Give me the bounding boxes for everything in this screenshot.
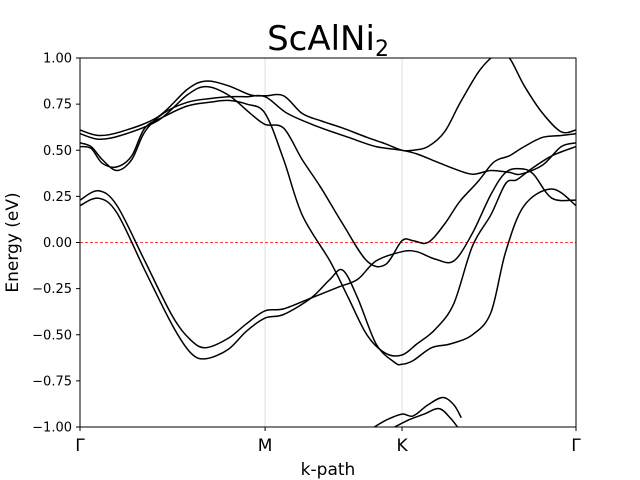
x-tick-label: Γ [571, 436, 581, 456]
y-axis-label: Energy (eV) [3, 192, 23, 292]
y-tick-label: 1.00 [43, 52, 72, 67]
x-tick-label: K [396, 436, 408, 456]
band-line-8 [394, 407, 459, 427]
y-tick-label: 0.00 [43, 236, 72, 251]
band-line-1 [80, 58, 576, 152]
y-tick-label: −1.00 [32, 421, 72, 436]
x-tick-label: M [258, 436, 273, 456]
chart-title-main: ScAlNi [267, 19, 375, 59]
y-ticks: −1.00 −0.75 −0.50 −0.25 0.00 0.25 0.50 0.75 1.00 [32, 52, 80, 436]
y-tick-label: −0.25 [32, 282, 72, 297]
y-tick-label: −0.75 [32, 374, 72, 389]
x-axis-label: k-path [301, 460, 356, 480]
band-line-2 [80, 85, 576, 268]
chart-title: ScAlNi2 [267, 19, 389, 62]
band-line-3 [80, 94, 576, 176]
y-tick-label: 0.75 [43, 98, 72, 113]
band-line-6 [80, 188, 576, 366]
x-tick-label: Γ [75, 436, 85, 456]
y-tick-label: −0.50 [32, 328, 72, 343]
band-line-5 [80, 167, 576, 349]
band-line-7 [373, 396, 462, 427]
band-line-4 [80, 99, 576, 357]
chart-title-subscript: 2 [375, 37, 389, 62]
y-tick-label: 0.25 [43, 190, 72, 205]
y-tick-label: 0.50 [43, 144, 72, 159]
band-curves [80, 58, 576, 427]
